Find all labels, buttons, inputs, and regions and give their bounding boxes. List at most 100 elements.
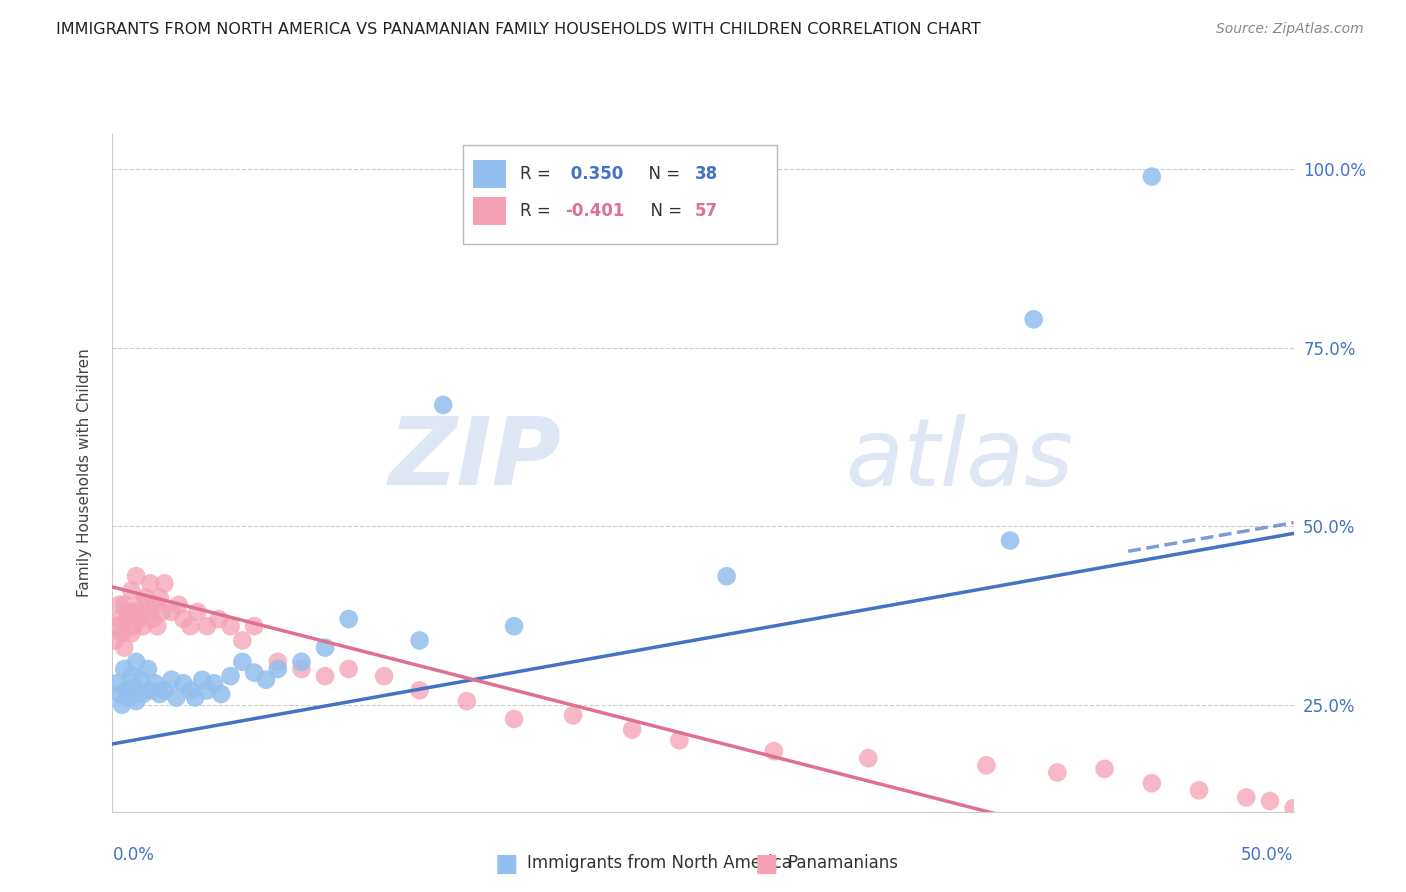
Point [314,669,336,683]
Text: R =: R = [520,202,555,220]
Point [1234,790,1257,805]
Text: ■: ■ [755,852,778,875]
Point [231,655,253,669]
Point [267,655,290,669]
Point [172,612,194,626]
Point [120,669,142,683]
Text: N =: N = [640,202,688,220]
Point [111,698,134,712]
Point [998,533,1021,548]
Text: 57: 57 [695,202,718,220]
Point [120,626,142,640]
Text: Immigrants from North America: Immigrants from North America [527,855,792,872]
Point [267,662,290,676]
Point [337,612,360,626]
Point [132,619,155,633]
Point [408,683,430,698]
Point [208,612,231,626]
Point [1282,801,1305,815]
Point [1140,776,1163,790]
Text: IMMIGRANTS FROM NORTH AMERICA VS PANAMANIAN FAMILY HOUSEHOLDS WITH CHILDREN CORR: IMMIGRANTS FROM NORTH AMERICA VS PANAMAN… [56,22,981,37]
Text: R =: R = [520,165,555,183]
Point [125,605,148,619]
Text: 0.0%: 0.0% [112,846,155,863]
Point [118,690,141,705]
Point [290,662,312,676]
Point [243,619,266,633]
Point [621,723,644,737]
Point [105,676,128,690]
Point [143,598,166,612]
Point [184,690,207,705]
Text: Panamanians: Panamanians [787,855,898,872]
Point [503,712,526,726]
Point [314,640,336,655]
Point [132,687,155,701]
Text: 38: 38 [695,165,718,183]
Point [112,598,135,612]
Point [115,683,138,698]
Point [254,673,277,687]
Point [108,687,131,701]
Point [160,605,183,619]
Point [165,690,187,705]
Point [139,576,162,591]
Point [503,619,526,633]
Point [115,612,138,626]
Point [202,676,225,690]
Point [1094,762,1116,776]
Point [1140,169,1163,184]
Text: 0.350: 0.350 [565,165,623,183]
Point [167,598,190,612]
Point [127,612,149,626]
Point [108,598,131,612]
FancyBboxPatch shape [472,160,506,188]
Point [209,687,232,701]
Point [1258,794,1281,808]
Point [149,687,172,701]
Point [290,655,312,669]
Point [858,751,880,765]
Point [125,569,148,583]
Point [373,669,395,683]
FancyBboxPatch shape [463,145,778,244]
Point [408,633,430,648]
Point [195,619,218,633]
Point [1022,312,1045,326]
Point [136,662,159,676]
Point [762,744,785,758]
Point [195,683,218,698]
Point [135,591,157,605]
Point [243,665,266,680]
Point [337,662,360,676]
Point [153,576,176,591]
Point [179,619,201,633]
Point [118,605,141,619]
Point [108,612,131,626]
Point [219,669,242,683]
Text: Source: ZipAtlas.com: Source: ZipAtlas.com [1216,22,1364,37]
Text: ■: ■ [495,852,517,875]
Point [179,683,201,698]
Point [143,676,166,690]
Point [122,680,145,694]
Point [105,619,128,633]
Point [456,694,478,708]
Point [716,569,738,583]
Point [231,633,253,648]
Point [129,673,152,687]
Text: atlas: atlas [845,414,1073,505]
Text: 50.0%: 50.0% [1241,846,1294,863]
Point [104,633,127,648]
Y-axis label: Family Households with Children: Family Households with Children [77,349,91,597]
Point [125,655,148,669]
Point [129,598,152,612]
Text: -0.401: -0.401 [565,202,624,220]
Point [432,398,454,412]
Point [120,583,142,598]
Point [219,619,242,633]
Point [112,662,135,676]
Point [122,619,145,633]
Text: ZIP: ZIP [388,413,561,505]
Point [111,626,134,640]
